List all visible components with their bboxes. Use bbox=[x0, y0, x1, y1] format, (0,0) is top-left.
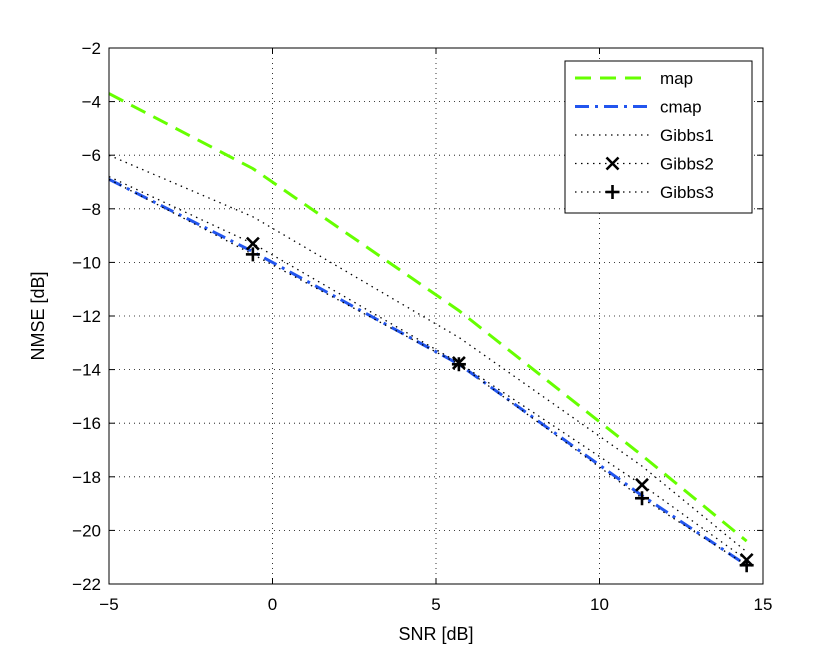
y-tick-label: −2 bbox=[82, 39, 101, 58]
series-layer bbox=[108, 92, 754, 573]
legend-item-cmap: cmap bbox=[575, 98, 702, 117]
legend-item-gibbs3: Gibbs3 bbox=[575, 183, 714, 202]
y-tick-label: −12 bbox=[72, 307, 101, 326]
series-gibbs2-marker bbox=[245, 236, 260, 251]
x-tick-label: 0 bbox=[268, 595, 277, 614]
series-line-map bbox=[108, 92, 748, 543]
legend: map cmap Gibbs1 Gibbs2 Gibbs3 bbox=[564, 60, 753, 214]
y-tick-label: −16 bbox=[72, 414, 101, 433]
legend-gibbs2-marker bbox=[605, 156, 620, 171]
series-line-cmap bbox=[108, 177, 748, 567]
y-tick-label: −10 bbox=[72, 253, 101, 272]
y-tick-label: −8 bbox=[82, 200, 101, 219]
axis-ticks bbox=[108, 47, 764, 585]
y-tick-labels: −22 −20 −18 −16 −14 −12 −10 −8 −6 −4 −2 bbox=[72, 39, 101, 594]
y-tick-label: −14 bbox=[72, 361, 101, 380]
legend-item-gibbs2: Gibbs2 bbox=[575, 155, 714, 174]
x-tick-label: 10 bbox=[590, 595, 609, 614]
y-tick-label: −18 bbox=[72, 468, 101, 487]
legend-label-cmap: cmap bbox=[660, 98, 702, 117]
y-tick-label: −6 bbox=[82, 146, 101, 165]
legend-box bbox=[564, 60, 753, 214]
series-gibbs3 bbox=[108, 178, 754, 573]
x-tick-label: −5 bbox=[99, 595, 118, 614]
legend-label-gibbs1: Gibbs1 bbox=[660, 126, 714, 145]
x-axis-label: SNR [dB] bbox=[398, 624, 473, 644]
legend-item-gibbs1: Gibbs1 bbox=[575, 126, 714, 145]
legend-label-map: map bbox=[660, 69, 693, 88]
legend-label-gibbs2: Gibbs2 bbox=[660, 155, 714, 174]
legend-label-gibbs3: Gibbs3 bbox=[660, 183, 714, 202]
x-tick-label: 15 bbox=[754, 595, 773, 614]
y-tick-label: −22 bbox=[72, 575, 101, 594]
y-tick-label: −4 bbox=[82, 93, 101, 112]
x-tick-labels: −5 0 5 10 15 bbox=[99, 595, 772, 614]
series-gibbs2-marker bbox=[635, 477, 649, 492]
series-map bbox=[108, 92, 748, 543]
x-tick-label: 5 bbox=[431, 595, 440, 614]
series-line-gibbs3 bbox=[108, 178, 747, 566]
legend-item-map: map bbox=[575, 69, 693, 88]
y-axis-label: NMSE [dB] bbox=[28, 271, 48, 360]
series-cmap bbox=[108, 177, 748, 567]
y-tick-label: −20 bbox=[72, 521, 101, 540]
